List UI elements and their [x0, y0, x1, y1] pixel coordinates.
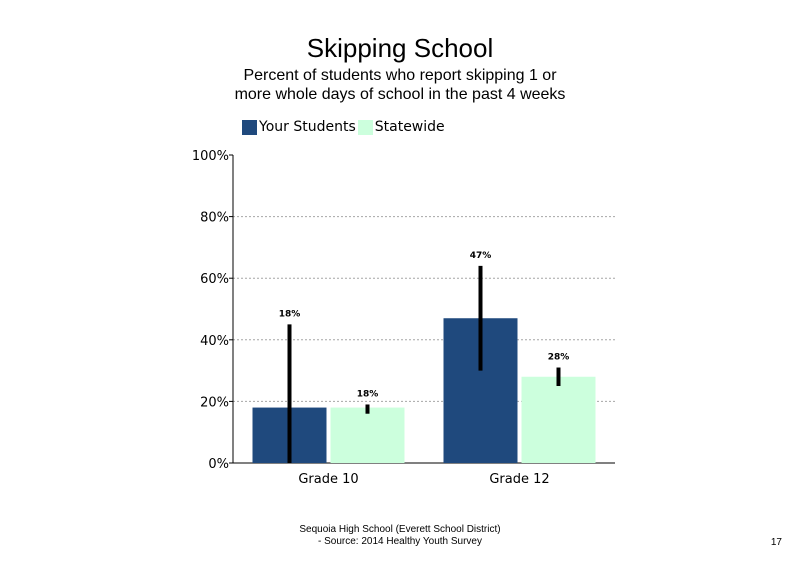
data-label: 18%	[279, 309, 301, 319]
bar	[521, 376, 596, 463]
legend-item-statewide: Statewide	[357, 119, 445, 135]
y-tick-label: 80%	[200, 211, 229, 226]
y-tick-label: 60%	[200, 272, 229, 287]
footer-source-text: - Source: 2014 Healthy Youth Survey	[318, 536, 482, 547]
x-tick-label: Grade 12	[489, 472, 549, 487]
footer-school: Sequoia High School (Everett School Dist…	[299, 524, 501, 535]
legend-swatch-your-students	[242, 119, 257, 135]
legend-item-your-students: Your Students	[242, 119, 356, 135]
legend-label-statewide: Statewide	[374, 119, 445, 135]
page-number: 17	[770, 537, 782, 548]
data-label: 47%	[470, 251, 492, 261]
legend-swatch-statewide	[357, 119, 373, 135]
y-tick-label: 20%	[200, 395, 229, 410]
x-tick-label: Grade 10	[298, 472, 358, 487]
y-tick-label: 40%	[200, 334, 229, 349]
chart-legend: Your Students Statewide	[242, 118, 447, 136]
chart-subtitle: Percent of students who report skipping …	[234, 67, 566, 103]
data-label: 18%	[357, 389, 379, 399]
data-label: 28%	[548, 353, 570, 363]
bar	[330, 407, 405, 463]
footer-source: Sequoia High School (Everett School Dist…	[200, 524, 600, 548]
y-tick-label: 0%	[208, 457, 229, 472]
legend-label-your-students: Your Students	[259, 119, 356, 135]
y-tick-label: 100%	[192, 149, 229, 164]
chart-title: Skipping School	[306, 33, 494, 63]
